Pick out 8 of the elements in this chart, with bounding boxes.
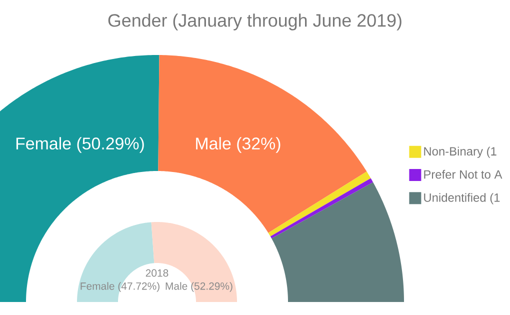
text: 2018 bbox=[146, 269, 168, 277]
data-label: Male (32%) bbox=[196, 137, 280, 153]
chart-title: Gender (January through June 2019) bbox=[108, 14, 402, 30]
legend-label: Non-Binary (1 bbox=[424, 146, 496, 158]
legend-label: Unidentified (1 bbox=[424, 193, 500, 204]
data-label: Male (52.29%) bbox=[166, 282, 232, 292]
legend-label: Prefer Not to A bbox=[424, 170, 502, 179]
data-label: Female (50.29%) bbox=[16, 137, 144, 153]
